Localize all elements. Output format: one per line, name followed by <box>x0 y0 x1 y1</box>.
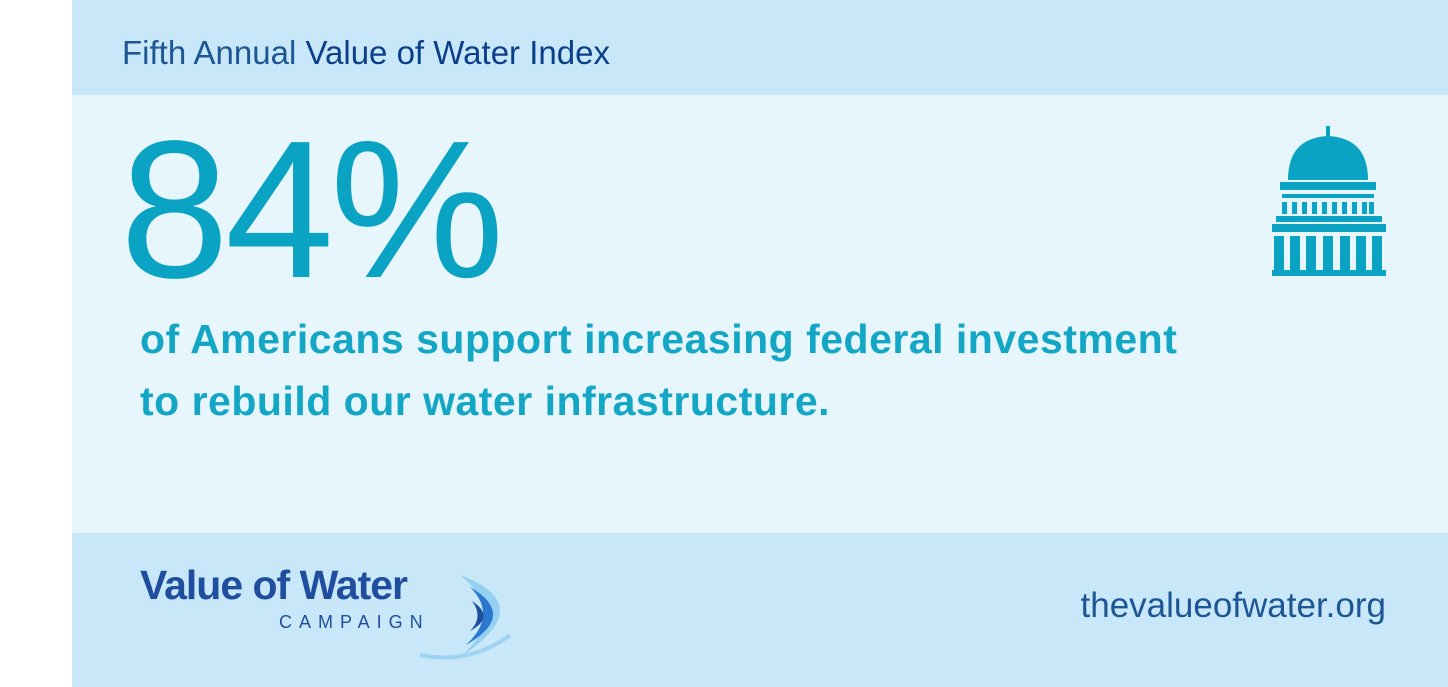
stat-line: of Americans support increasing federal … <box>140 316 1178 362</box>
logo-subtitle: CAMPAIGN <box>279 612 430 632</box>
logo-swirl <box>419 575 512 660</box>
site-url[interactable]: thevalueofwater.org <box>1080 586 1386 625</box>
footer-band <box>72 533 1448 687</box>
stat-value: 84% <box>120 100 504 319</box>
header-title: Value of Water Index <box>305 34 610 71</box>
header: Fifth Annual Value of Water Index <box>122 33 610 73</box>
logo-name: Value of Water <box>140 562 408 608</box>
capitol-icon <box>1272 126 1386 276</box>
stat-line: to rebuild our water infrastructure. <box>140 378 831 424</box>
header-prefix: Fifth Annual <box>122 34 297 71</box>
header-band <box>72 0 1448 95</box>
content-band <box>72 95 1448 533</box>
